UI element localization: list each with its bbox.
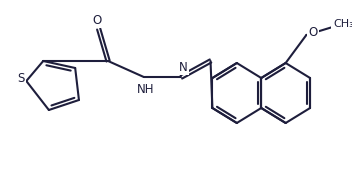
Text: S: S (17, 71, 24, 84)
Text: O: O (92, 14, 101, 26)
Text: CH₃: CH₃ (334, 19, 352, 29)
Text: O: O (308, 25, 318, 39)
Text: NH: NH (137, 83, 155, 95)
Text: N: N (179, 60, 188, 73)
